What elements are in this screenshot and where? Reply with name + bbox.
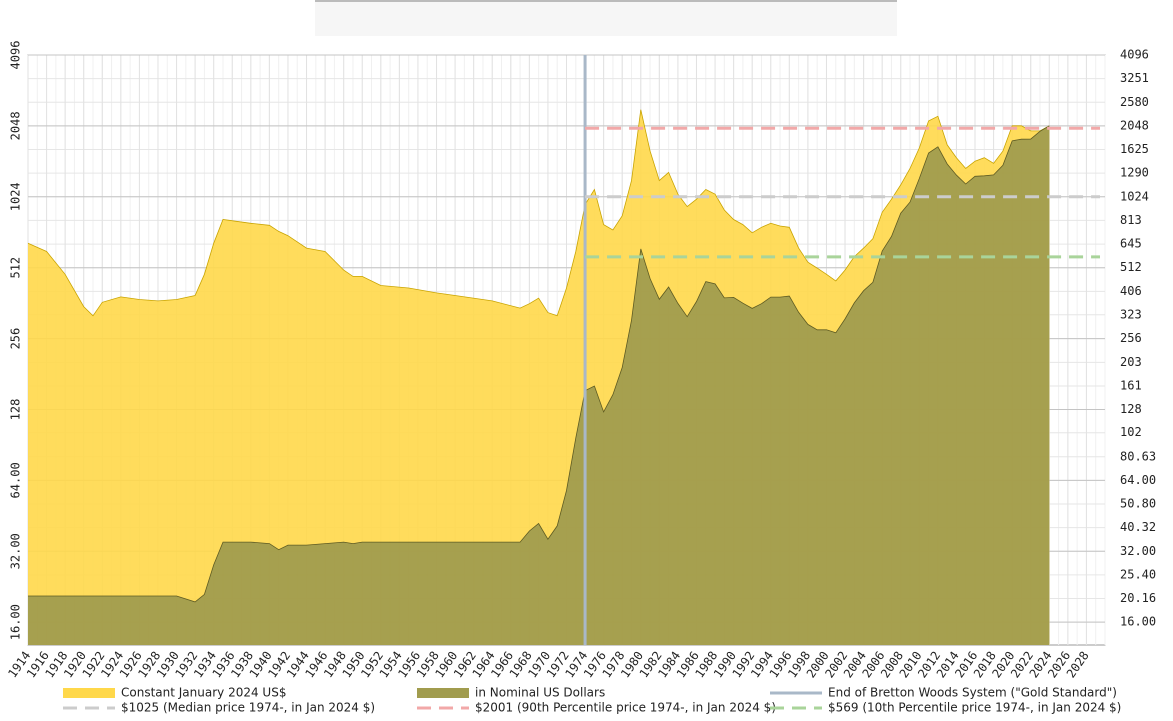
y2-tick-label: 406 — [1120, 284, 1142, 298]
y-tick-label: 128 — [9, 399, 23, 421]
legend-swatch — [417, 688, 469, 698]
y2-tick-label: 128 — [1120, 402, 1142, 416]
y-tick-label: 16.00 — [9, 604, 23, 640]
y2-tick-label: 1024 — [1120, 189, 1149, 203]
legend-label: End of Bretton Woods System ("Gold Stand… — [828, 686, 1117, 700]
y2-tick-label: 1290 — [1120, 166, 1149, 180]
y2-tick-label: 4096 — [1120, 48, 1149, 62]
y2-tick-label: 2580 — [1120, 95, 1149, 109]
title-placeholder — [315, 0, 897, 36]
legend-label: $1025 (Median price 1974-, in Jan 2024 $… — [121, 701, 375, 715]
y2-tick-label: 64.00 — [1120, 473, 1156, 487]
y2-tick-label: 20.16 — [1120, 591, 1156, 605]
y2-tick-label: 256 — [1120, 331, 1142, 345]
y2-tick-label: 813 — [1120, 213, 1142, 227]
y-tick-label: 4096 — [9, 41, 23, 70]
area-line — [27, 109, 1050, 317]
y2-tick-label: 32.00 — [1120, 544, 1156, 558]
area-line — [28, 125, 1050, 603]
y-tick-label: 256 — [9, 328, 23, 350]
area-fill — [28, 125, 1050, 646]
legend-label: $2001 (90th Percentile price 1974-, in J… — [475, 701, 776, 715]
legend-label: in Nominal US Dollars — [475, 686, 605, 700]
y-tick-label: 512 — [9, 257, 23, 279]
y2-tick-label: 645 — [1120, 237, 1142, 251]
y2-tick-label: 2048 — [1120, 118, 1149, 132]
y2-tick-label: 3251 — [1120, 71, 1149, 85]
legend-label: Constant January 2024 US$ — [121, 686, 286, 700]
y2-tick-label: 1625 — [1120, 142, 1149, 156]
y-tick-label: 64.00 — [9, 462, 23, 498]
y2-tick-label: 50.80 — [1120, 497, 1156, 511]
y2-tick-label: 512 — [1120, 260, 1142, 274]
y2-tick-label: 161 — [1120, 379, 1142, 393]
y2-tick-label: 323 — [1120, 307, 1142, 321]
y2-tick-label: 102 — [1120, 425, 1142, 439]
y2-tick-label: 16.00 — [1120, 615, 1156, 629]
y-tick-label: 1024 — [9, 182, 23, 211]
legend-label: $569 (10th Percentile price 1974-, in Ja… — [828, 701, 1121, 715]
legend-swatch — [63, 688, 115, 698]
y2-tick-label: 203 — [1120, 355, 1142, 369]
y-tick-label: 32.00 — [9, 533, 23, 569]
y2-tick-label: 80.63 — [1120, 449, 1156, 463]
y2-tick-label: 25.40 — [1120, 567, 1156, 581]
y-tick-label: 2048 — [9, 111, 23, 140]
y2-tick-label: 40.32 — [1120, 520, 1156, 534]
